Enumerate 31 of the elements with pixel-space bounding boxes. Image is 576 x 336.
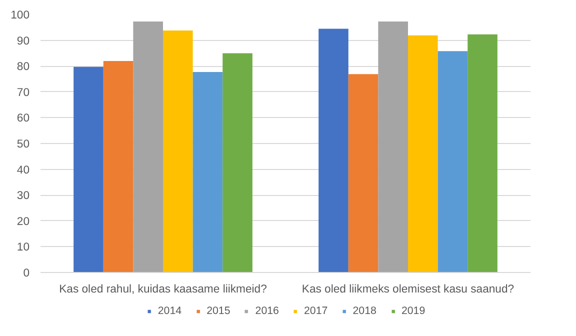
bar bbox=[222, 53, 252, 272]
legend-label: 2014 bbox=[158, 305, 182, 317]
legend-label: 2017 bbox=[304, 305, 328, 317]
bar bbox=[103, 60, 134, 272]
bar bbox=[74, 66, 104, 272]
bar bbox=[438, 51, 468, 272]
y-tick-label: 20 bbox=[16, 216, 30, 228]
bar bbox=[133, 21, 163, 272]
y-tick-label: 70 bbox=[16, 86, 30, 99]
y-tick-label: 50 bbox=[16, 138, 30, 150]
bar bbox=[192, 72, 223, 272]
legend-label: 2018 bbox=[352, 305, 376, 317]
y-tick-label: 30 bbox=[16, 190, 30, 202]
legend-label: 2015 bbox=[206, 305, 230, 317]
bar bbox=[348, 74, 378, 272]
bar bbox=[408, 35, 438, 272]
y-tick-label: 10 bbox=[16, 242, 30, 254]
y-tick-label: 0 bbox=[23, 268, 30, 280]
y-tick-label: 90 bbox=[16, 35, 30, 48]
bar bbox=[378, 21, 408, 272]
legend-label: 2019 bbox=[401, 305, 426, 317]
x-tick-label: Kas oled liikmeks olemisest kasu saanud? bbox=[302, 284, 514, 296]
y-tick-label: 40 bbox=[16, 164, 30, 176]
x-tick-label: Kas oled rahul, kuidas kaasame liikmeid? bbox=[59, 284, 267, 296]
bar bbox=[163, 30, 193, 272]
y-tick-label: 80 bbox=[16, 61, 30, 74]
y-tick-label: 100 bbox=[10, 10, 30, 22]
bar bbox=[318, 28, 348, 272]
y-tick-label: 60 bbox=[16, 112, 30, 125]
bar bbox=[468, 34, 498, 272]
legend-label: 2016 bbox=[255, 305, 279, 317]
